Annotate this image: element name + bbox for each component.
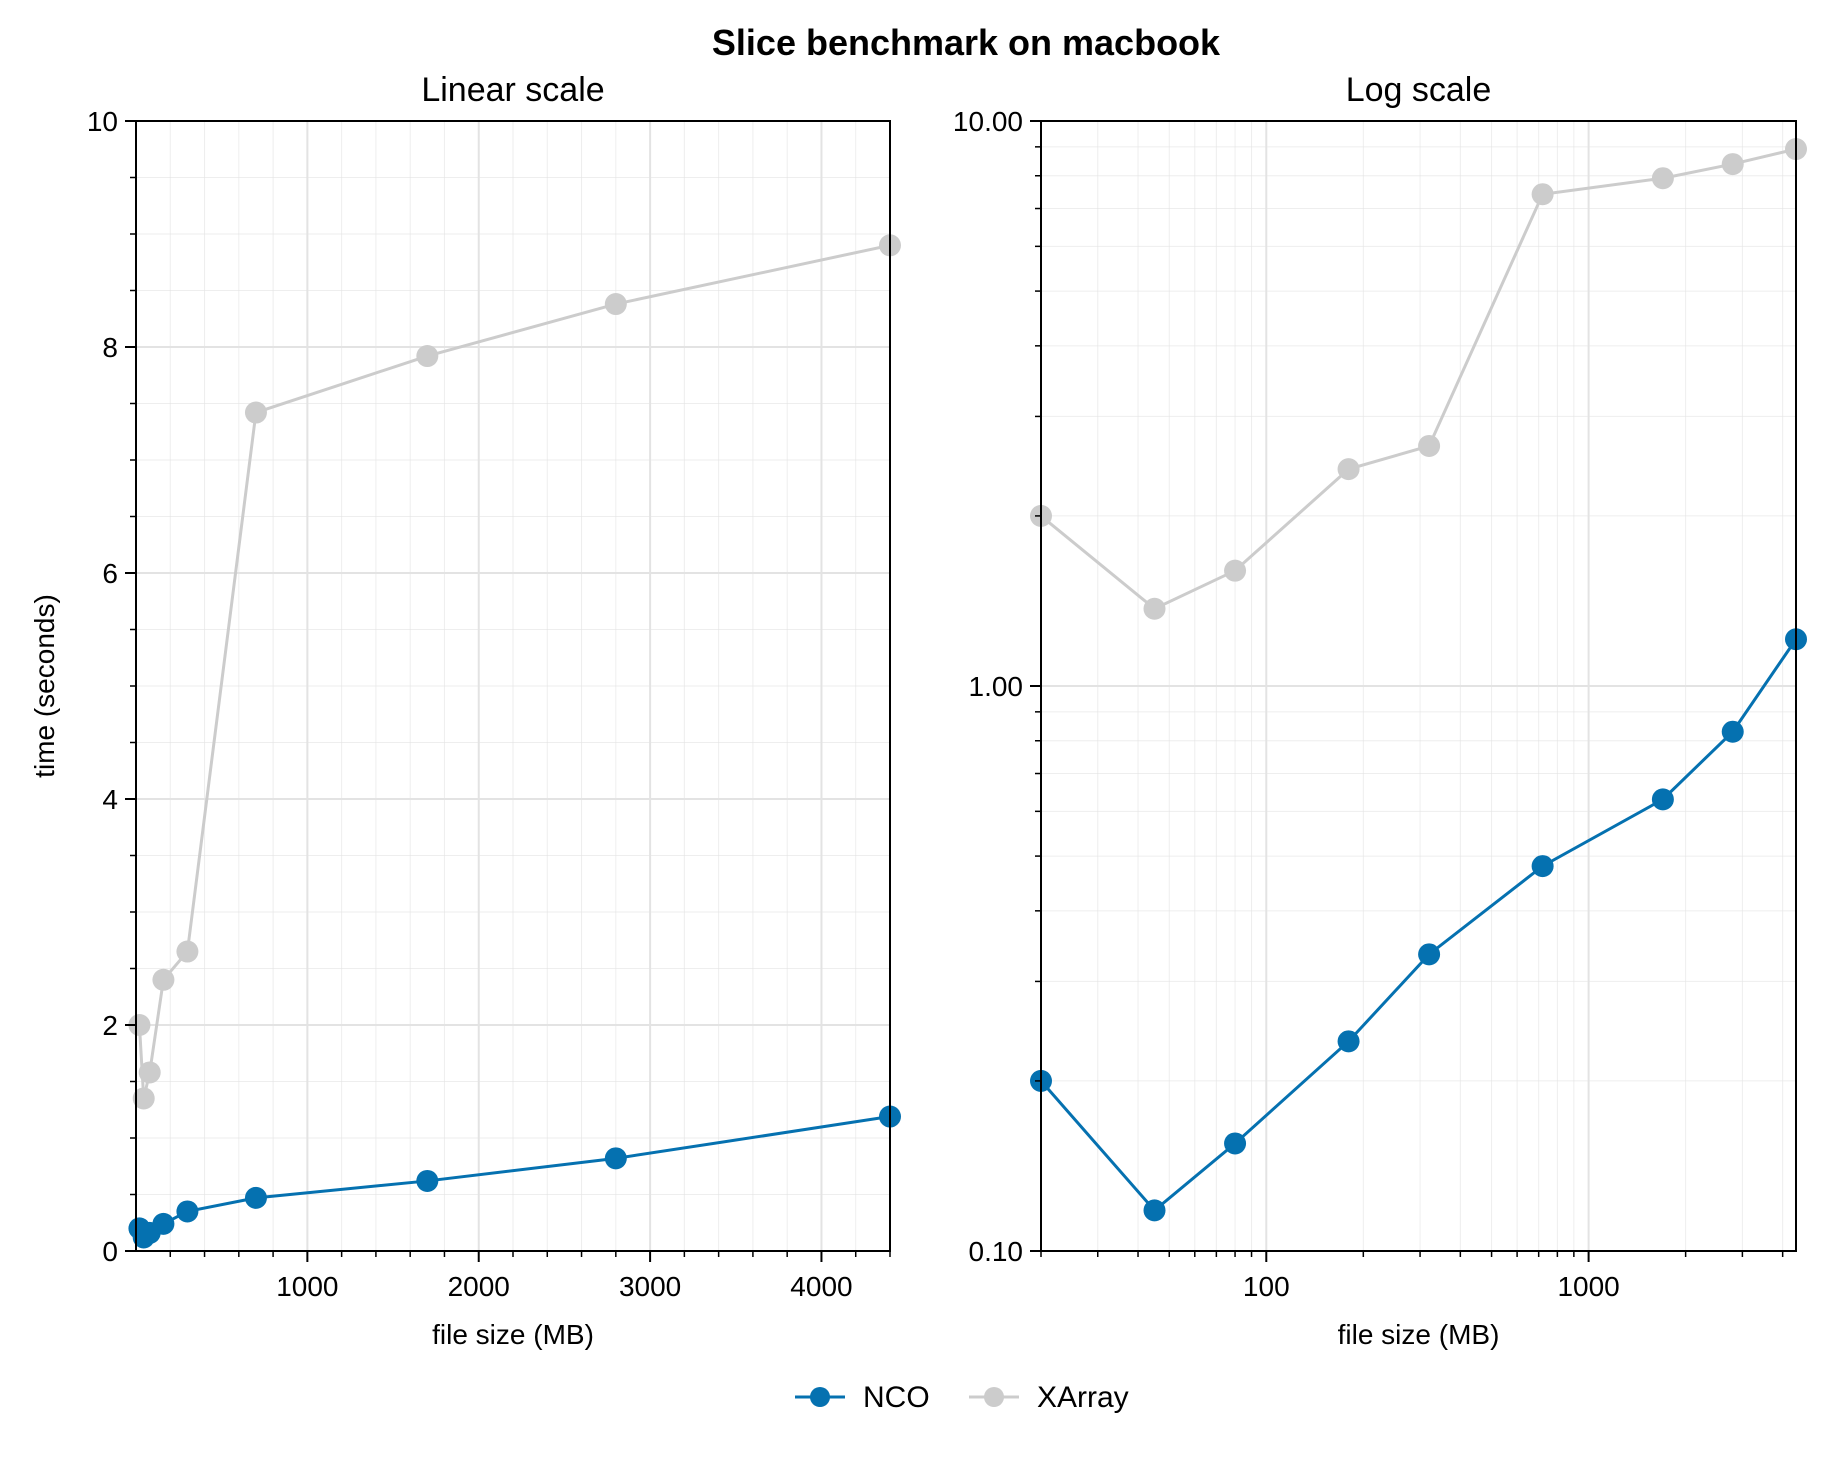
data-point-xarray — [1531, 183, 1554, 206]
data-point-nco — [416, 1169, 439, 1192]
series-line-xarray — [1040, 147, 1797, 611]
axes-title: Log scale — [1346, 71, 1492, 109]
series-xarray — [1030, 138, 1807, 620]
data-point-xarray — [138, 1061, 161, 1084]
x-axis-label: file size (MB) — [1338, 1319, 1500, 1350]
data-point-xarray — [1224, 559, 1247, 582]
data-point-xarray — [152, 968, 175, 991]
y-axis-label: time (seconds) — [29, 594, 60, 778]
data-point-xarray — [244, 401, 267, 424]
series-line-nco — [1039, 638, 1798, 1213]
x-axis-label: file size (MB) — [432, 1319, 594, 1350]
grid — [136, 120, 891, 1252]
data-point-nco — [1143, 1199, 1166, 1222]
x-tick-label: 1000 — [276, 1271, 338, 1302]
series-line-nco — [138, 1115, 891, 1240]
figure-suptitle: Slice benchmark on macbook — [712, 22, 1221, 63]
data-point-xarray — [128, 1014, 151, 1036]
y-tick-label: 10.00 — [953, 106, 1023, 137]
grid — [1040, 120, 1796, 1252]
series-nco — [1030, 628, 1807, 1222]
data-point-xarray — [1143, 597, 1166, 620]
data-point-nco — [1651, 788, 1674, 811]
data-point-nco — [152, 1212, 175, 1235]
log-scale-panel: 100 1000 0.10 1.00 10.00 Log scale file size (… — [953, 71, 1807, 1350]
y-tick-label: 10 — [87, 106, 118, 137]
data-point-nco — [604, 1147, 627, 1170]
data-point-xarray — [1337, 458, 1360, 481]
data-point-xarray — [1721, 153, 1744, 176]
legend-nco-marker — [810, 1387, 830, 1407]
legend-xarray-label: XArray — [1037, 1381, 1129, 1414]
x-tick-label: 4000 — [790, 1271, 852, 1302]
data-point-nco — [244, 1186, 267, 1209]
legend-xarray-marker — [984, 1387, 1004, 1407]
data-point-xarray — [1651, 167, 1674, 190]
data-point-xarray — [604, 293, 627, 316]
ticks: 100 1000 0.10 1.00 10.00 — [953, 106, 1784, 1302]
x-tick-label: 100 — [1243, 1271, 1290, 1302]
series-line-xarray — [137, 243, 891, 1099]
series-xarray — [128, 234, 901, 1110]
linear-scale-panel: 1000 2000 3000 4000 0 2 4 6 8 10 Linear scale file … — [29, 71, 901, 1350]
y-tick-label: 6 — [102, 558, 118, 589]
data-point-xarray — [416, 345, 439, 368]
data-point-xarray — [132, 1087, 155, 1110]
data-point-nco — [1418, 943, 1441, 966]
data-point-xarray — [1418, 434, 1441, 457]
y-tick-label: 8 — [102, 332, 118, 363]
y-tick-label: 0.10 — [969, 1236, 1024, 1267]
legend: NCO XArray — [795, 1381, 1129, 1414]
ticks: 1000 2000 3000 4000 0 2 4 6 8 10 — [87, 106, 891, 1302]
axes-title: Linear scale — [421, 71, 604, 109]
x-tick-label: 1000 — [1557, 1271, 1619, 1302]
data-point-nco — [1337, 1030, 1360, 1053]
x-tick-label: 2000 — [448, 1271, 510, 1302]
y-tick-label: 2 — [102, 1010, 118, 1041]
data-point-xarray — [176, 940, 199, 963]
y-tick-label: 1.00 — [969, 671, 1024, 702]
y-tick-label: 4 — [102, 784, 118, 815]
legend-nco-label: NCO — [863, 1381, 930, 1414]
x-tick-label: 3000 — [619, 1271, 681, 1302]
y-tick-label: 0 — [102, 1236, 118, 1267]
data-point-nco — [1531, 855, 1554, 878]
series-nco — [128, 1105, 901, 1249]
data-point-nco — [1721, 720, 1744, 743]
data-point-nco — [176, 1200, 199, 1223]
data-point-nco — [1224, 1132, 1247, 1155]
